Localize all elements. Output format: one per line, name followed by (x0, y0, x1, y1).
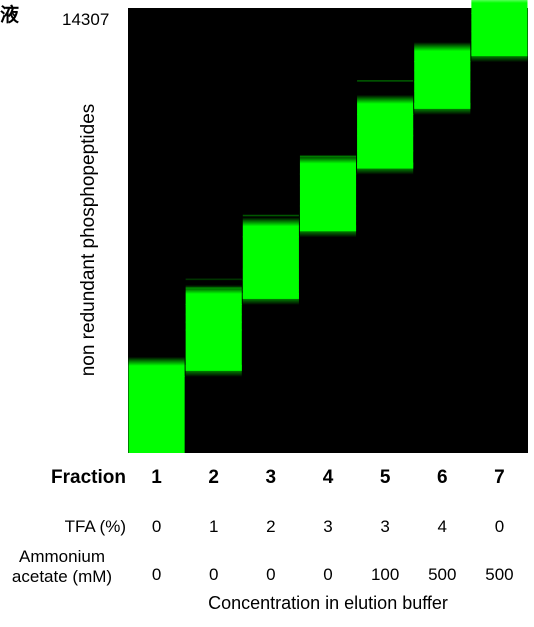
faint-band (471, 19, 528, 21)
faint-band (471, 39, 528, 42)
faint-band (299, 155, 357, 158)
tfa-value-4: 3 (323, 517, 333, 536)
faint-band (414, 69, 471, 72)
ammonium-value-1: 0 (151, 565, 162, 584)
faint-band (185, 305, 242, 308)
fraction-number-1: 1 (151, 467, 162, 488)
tfa-value-6: 4 (437, 517, 448, 536)
signal-top-fade (357, 94, 414, 115)
signal-block (128, 375, 185, 453)
signal-bottom-fade (414, 102, 471, 115)
signal-block (357, 113, 414, 169)
faint-band (299, 205, 357, 207)
tfa-row-label: TFA (%) (64, 517, 126, 536)
faint-band (185, 329, 242, 331)
signal-block (471, 13, 528, 57)
signal-block (299, 173, 357, 232)
faint-band (357, 128, 414, 130)
faint-band (242, 214, 299, 217)
tfa-value-2: 1 (208, 517, 219, 536)
signal-bottom-fade (185, 364, 242, 377)
faint-band (414, 81, 471, 83)
ammonium-label-line1: Ammonium (19, 547, 105, 566)
ammonium-value-7: 500 (485, 565, 514, 584)
faint-band (299, 220, 357, 222)
fraction-number-3: 3 (265, 467, 277, 488)
signal-block (185, 303, 242, 371)
ammonium-value-4: 0 (323, 565, 333, 584)
faint-band (185, 321, 242, 324)
tfa-value-7: 0 (494, 517, 505, 536)
fraction-number-5: 5 (379, 467, 391, 488)
faint-band (242, 289, 299, 291)
x-axis-title: Concentration in elution buffer (208, 593, 448, 613)
signal-top-fade (414, 42, 471, 63)
faint-band (357, 80, 414, 82)
ammonium-value-6: 500 (428, 565, 457, 584)
signal-top-fade (299, 154, 357, 175)
fraction-2-signal (185, 278, 242, 377)
fraction-number-2: 2 (208, 467, 219, 488)
fraction-1-signal (128, 356, 185, 453)
fraction-number-4: 4 (322, 467, 334, 488)
tfa-value-3: 2 (266, 517, 276, 536)
fraction-number-6: 6 (436, 467, 448, 488)
fraction-6-signal (414, 42, 471, 115)
faint-band (185, 313, 242, 316)
signal-bottom-fade (242, 292, 299, 305)
signal-block (242, 236, 299, 299)
faint-band (242, 279, 299, 281)
signal-bottom-fade (299, 225, 357, 238)
faint-band (185, 278, 242, 281)
ammonium-value-2: 0 (208, 565, 219, 584)
tfa-value-5: 3 (380, 517, 390, 536)
fraction-number-7: 7 (494, 467, 505, 488)
ammonium-value-5: 100 (370, 565, 400, 584)
fraction-5-signal (357, 80, 414, 175)
signal-top-fade (471, 0, 528, 14)
fraction-3-signal (242, 214, 299, 305)
faint-band (242, 268, 299, 271)
tfa-value-1: 0 (151, 517, 162, 536)
signal-top-fade (128, 356, 185, 377)
corner-text: 液 (0, 4, 20, 26)
fraction-4-signal (299, 154, 357, 238)
faint-band (299, 184, 357, 187)
faint-band (471, 30, 528, 33)
faint-band (185, 287, 242, 289)
ammonium-row-label: Ammonium acetate (mM) (0, 547, 128, 587)
y-axis-max-label: 14307 (62, 10, 110, 29)
signal-bottom-fade (357, 162, 414, 175)
faint-band (414, 90, 471, 92)
fraction-7-signal (471, 0, 528, 63)
faint-band (357, 150, 414, 152)
signal-bottom-fade (471, 50, 528, 63)
signal-block (414, 61, 471, 109)
signal-top-fade (242, 217, 299, 238)
ammonium-label-line2: acetate (mM) (11, 567, 113, 586)
signal-top-fade (185, 284, 242, 305)
fraction-header-label: Fraction (51, 467, 126, 488)
faint-band (357, 134, 414, 137)
ammonium-value-3: 0 (266, 565, 276, 584)
